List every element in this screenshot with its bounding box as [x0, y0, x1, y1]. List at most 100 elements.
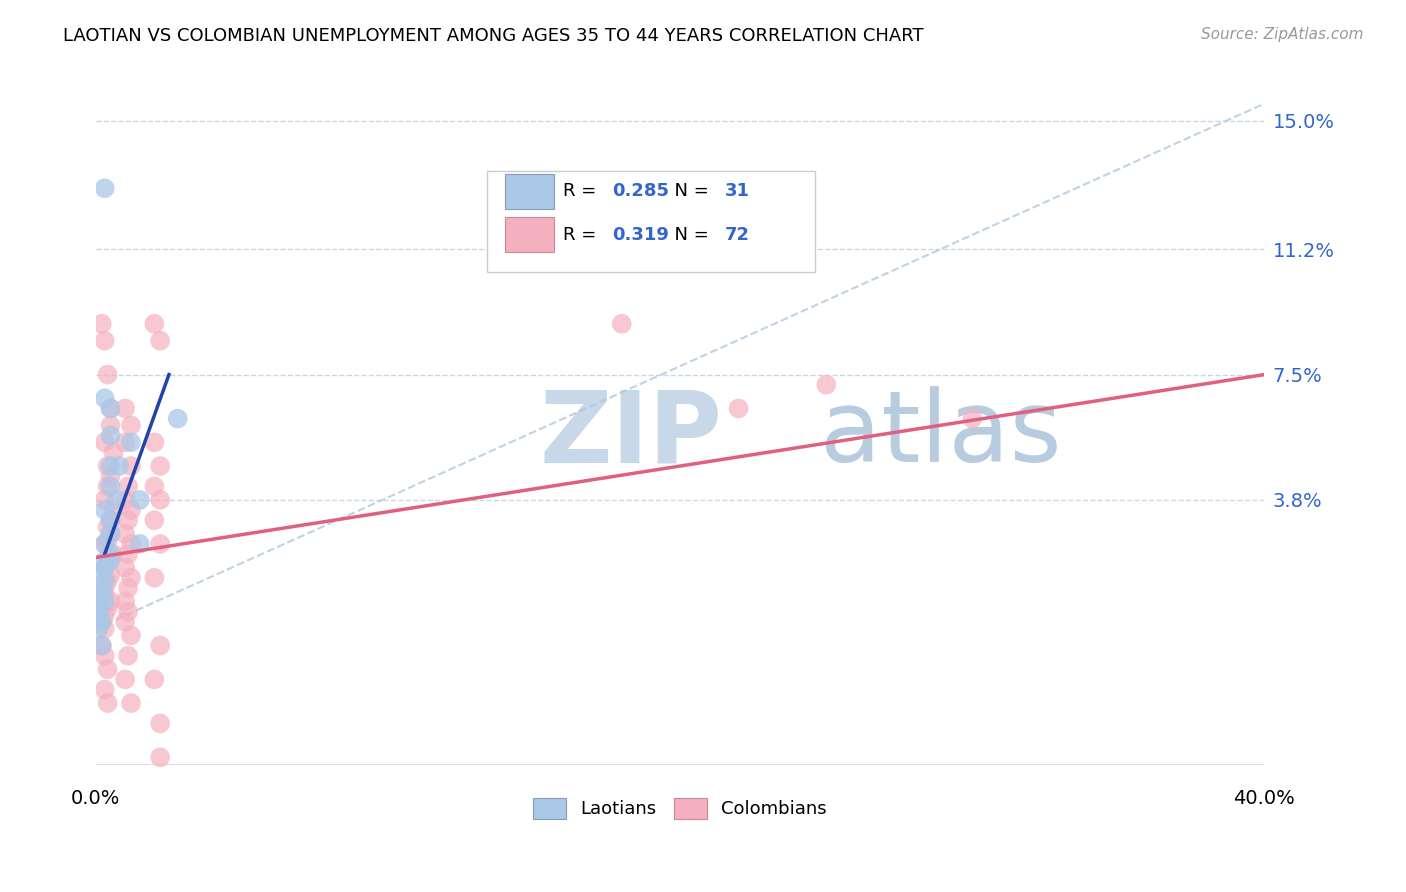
- Point: [117, 479, 139, 493]
- Point: [815, 377, 838, 392]
- Text: N =: N =: [662, 182, 714, 201]
- Point: [93, 560, 115, 574]
- FancyBboxPatch shape: [488, 171, 814, 272]
- Point: [97, 662, 120, 676]
- Point: [100, 458, 122, 473]
- Point: [100, 469, 122, 483]
- Point: [114, 594, 136, 608]
- Point: [97, 601, 120, 615]
- Point: [93, 554, 115, 568]
- FancyBboxPatch shape: [505, 217, 554, 252]
- Point: [90, 567, 112, 582]
- Point: [97, 696, 120, 710]
- Point: [143, 317, 166, 331]
- Point: [143, 571, 166, 585]
- Point: [149, 334, 172, 348]
- Text: N =: N =: [662, 226, 714, 244]
- Point: [100, 428, 122, 442]
- Point: [114, 401, 136, 416]
- Point: [149, 458, 172, 473]
- Point: [93, 537, 115, 551]
- Point: [120, 696, 142, 710]
- Point: [143, 479, 166, 493]
- Point: [90, 581, 112, 595]
- Point: [100, 513, 122, 527]
- Point: [117, 648, 139, 663]
- Point: [149, 750, 172, 764]
- Text: 0.319: 0.319: [613, 226, 669, 244]
- Point: [143, 435, 166, 450]
- Point: [120, 537, 142, 551]
- Text: atlas: atlas: [820, 386, 1062, 483]
- Point: [114, 615, 136, 629]
- Point: [93, 682, 115, 697]
- Point: [97, 479, 120, 493]
- Text: 0.285: 0.285: [613, 182, 669, 201]
- Point: [117, 513, 139, 527]
- Point: [93, 503, 115, 517]
- Point: [93, 648, 115, 663]
- Point: [100, 513, 122, 527]
- Text: R =: R =: [564, 182, 602, 201]
- Point: [103, 445, 125, 459]
- Point: [105, 492, 128, 507]
- Text: ZIP: ZIP: [540, 386, 723, 483]
- Text: 72: 72: [724, 226, 749, 244]
- Point: [90, 588, 112, 602]
- Point: [114, 435, 136, 450]
- Point: [93, 181, 115, 195]
- Point: [128, 537, 150, 551]
- Point: [103, 547, 125, 561]
- Point: [149, 537, 172, 551]
- Point: [93, 608, 115, 623]
- Point: [100, 418, 122, 433]
- Point: [90, 615, 112, 629]
- Point: [97, 554, 120, 568]
- Point: [93, 588, 115, 602]
- Point: [143, 513, 166, 527]
- Point: [114, 526, 136, 541]
- Point: [120, 458, 142, 473]
- Point: [100, 554, 122, 568]
- Point: [100, 401, 122, 416]
- Point: [120, 503, 142, 517]
- Text: R =: R =: [564, 226, 602, 244]
- Point: [128, 492, 150, 507]
- FancyBboxPatch shape: [505, 174, 554, 209]
- Point: [114, 560, 136, 574]
- Point: [103, 503, 125, 517]
- Point: [97, 533, 120, 548]
- Point: [962, 411, 984, 425]
- Point: [93, 622, 115, 636]
- Point: [727, 401, 749, 416]
- Point: [120, 435, 142, 450]
- Point: [143, 673, 166, 687]
- Point: [90, 615, 112, 629]
- Point: [100, 526, 122, 541]
- Point: [93, 560, 115, 574]
- Point: [90, 639, 112, 653]
- Point: [100, 547, 122, 561]
- Point: [93, 334, 115, 348]
- Point: [117, 581, 139, 595]
- Point: [117, 547, 139, 561]
- Point: [97, 520, 120, 534]
- Point: [97, 574, 120, 589]
- Point: [100, 479, 122, 493]
- Text: 31: 31: [724, 182, 749, 201]
- Point: [93, 537, 115, 551]
- Point: [166, 411, 188, 425]
- Point: [108, 458, 131, 473]
- Point: [149, 639, 172, 653]
- Point: [93, 594, 115, 608]
- Point: [114, 492, 136, 507]
- Point: [100, 594, 122, 608]
- Point: [114, 673, 136, 687]
- Text: Source: ZipAtlas.com: Source: ZipAtlas.com: [1201, 27, 1364, 42]
- Point: [117, 605, 139, 619]
- Point: [100, 567, 122, 582]
- Point: [97, 368, 120, 382]
- Point: [93, 574, 115, 589]
- Point: [120, 418, 142, 433]
- Point: [149, 492, 172, 507]
